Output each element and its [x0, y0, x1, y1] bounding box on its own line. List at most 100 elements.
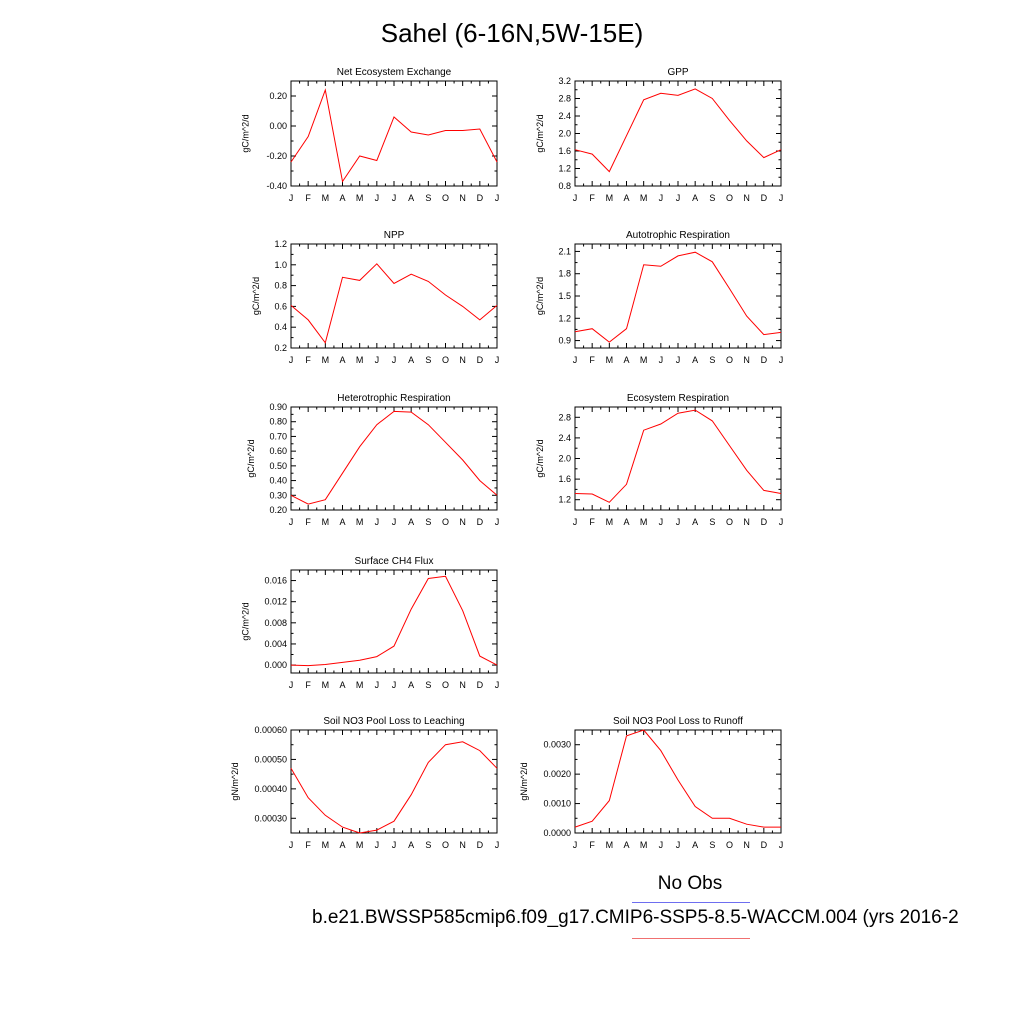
plot-frame — [290, 243, 498, 349]
y-axis-label: gC/m^2/d — [535, 277, 545, 315]
x-tick-label: J — [573, 355, 578, 365]
x-tick-label: M — [640, 840, 648, 850]
plot-frame — [290, 80, 498, 187]
x-tick-label: O — [442, 680, 449, 690]
y-tick-label: 0.8 — [558, 181, 571, 191]
plot-title: GPP — [667, 67, 688, 78]
x-tick-label: J — [659, 517, 664, 527]
series-line-1 — [290, 575, 498, 667]
x-tick-label: F — [305, 355, 311, 365]
x-tick-label: M — [322, 680, 330, 690]
y-axis-label: gC/m^2/d — [535, 114, 545, 152]
x-tick-label: J — [676, 355, 681, 365]
y-tick-label: 0.6 — [274, 301, 287, 311]
y-axis-label: gN/m^2/d — [230, 762, 240, 800]
y-tick-label: 1.8 — [558, 269, 571, 279]
plot-frame — [574, 729, 782, 834]
x-tick-label: O — [442, 517, 449, 527]
plot-title: Heterotrophic Respiration — [337, 393, 450, 404]
legend-obs-line — [632, 902, 750, 903]
y-tick-label: 0.016 — [264, 576, 287, 586]
x-tick-label: A — [692, 193, 698, 203]
x-tick-label: J — [392, 680, 397, 690]
x-tick-label: M — [322, 517, 330, 527]
x-tick-label: F — [589, 355, 595, 365]
x-tick-label: J — [495, 517, 500, 527]
x-tick-label: J — [375, 840, 380, 850]
x-tick-label: S — [425, 840, 431, 850]
x-tick-label: N — [743, 193, 750, 203]
x-tick-label: F — [305, 680, 311, 690]
x-tick-label: J — [779, 193, 784, 203]
x-tick-label: M — [606, 193, 614, 203]
x-tick-label: A — [339, 193, 345, 203]
x-tick-label: O — [726, 355, 733, 365]
x-tick-label: S — [709, 355, 715, 365]
y-axis-label: gC/m^2/d — [241, 602, 251, 640]
y-tick-label: 0.00040 — [254, 784, 287, 794]
series-line-1 — [290, 88, 498, 183]
y-tick-label: 0.0030 — [543, 740, 571, 750]
x-tick-label: N — [459, 517, 466, 527]
x-tick-label: S — [709, 517, 715, 527]
x-tick-label: S — [425, 193, 431, 203]
y-tick-label: 0.4 — [274, 322, 287, 332]
x-tick-label: J — [289, 193, 294, 203]
x-tick-label: N — [743, 840, 750, 850]
x-tick-label: D — [761, 355, 768, 365]
y-tick-label: 0.40 — [269, 476, 287, 486]
x-tick-label: M — [322, 355, 330, 365]
legend-case-label: b.e21.BWSSP585cmip6.f09_g17.CMIP6-SSP5-8… — [312, 907, 959, 928]
x-tick-label: N — [459, 680, 466, 690]
x-tick-label: A — [408, 517, 414, 527]
x-tick-label: N — [743, 517, 750, 527]
x-tick-label: M — [606, 517, 614, 527]
y-tick-label: 0.000 — [264, 660, 287, 670]
x-tick-label: J — [289, 840, 294, 850]
y-tick-label: 0.00 — [269, 121, 287, 131]
plot-title: Ecosystem Respiration — [627, 393, 729, 404]
x-tick-label: J — [375, 517, 380, 527]
x-tick-label: S — [425, 355, 431, 365]
x-tick-label: M — [606, 355, 614, 365]
y-tick-label: 0.00060 — [254, 725, 287, 735]
legend-case-line — [632, 938, 750, 939]
y-tick-label: 2.1 — [558, 246, 571, 256]
y-tick-label: 0.8 — [274, 281, 287, 291]
y-tick-label: 0.00030 — [254, 813, 287, 823]
x-tick-label: J — [289, 680, 294, 690]
x-tick-label: S — [425, 517, 431, 527]
x-tick-label: A — [339, 355, 345, 365]
x-tick-label: F — [305, 517, 311, 527]
x-tick-label: M — [640, 355, 648, 365]
y-tick-label: 0.60 — [269, 446, 287, 456]
y-tick-label: 0.20 — [269, 505, 287, 515]
x-tick-label: N — [459, 355, 466, 365]
x-tick-label: J — [659, 355, 664, 365]
plot-title: Net Ecosystem Exchange — [337, 67, 452, 78]
y-axis-label: gC/m^2/d — [251, 277, 261, 315]
y-tick-label: -0.20 — [266, 151, 287, 161]
x-tick-label: J — [375, 193, 380, 203]
x-tick-label: O — [726, 193, 733, 203]
x-tick-label: J — [779, 355, 784, 365]
plot-title: Autotrophic Respiration — [626, 230, 730, 241]
y-axis-label: gN/m^2/d — [519, 762, 529, 800]
y-tick-label: 0.0000 — [543, 828, 571, 838]
series-line-1 — [290, 741, 498, 834]
page-title: Sahel (6-16N,5W-15E) — [380, 18, 644, 48]
x-tick-label: S — [709, 193, 715, 203]
x-tick-label: M — [356, 840, 364, 850]
y-tick-label: 1.2 — [558, 164, 571, 174]
x-tick-label: J — [495, 680, 500, 690]
x-tick-label: A — [623, 193, 629, 203]
y-tick-label: -0.40 — [266, 181, 287, 191]
x-tick-label: N — [743, 355, 750, 365]
x-tick-label: D — [477, 517, 484, 527]
y-tick-label: 0.008 — [264, 618, 287, 628]
plot-frame — [574, 243, 782, 349]
